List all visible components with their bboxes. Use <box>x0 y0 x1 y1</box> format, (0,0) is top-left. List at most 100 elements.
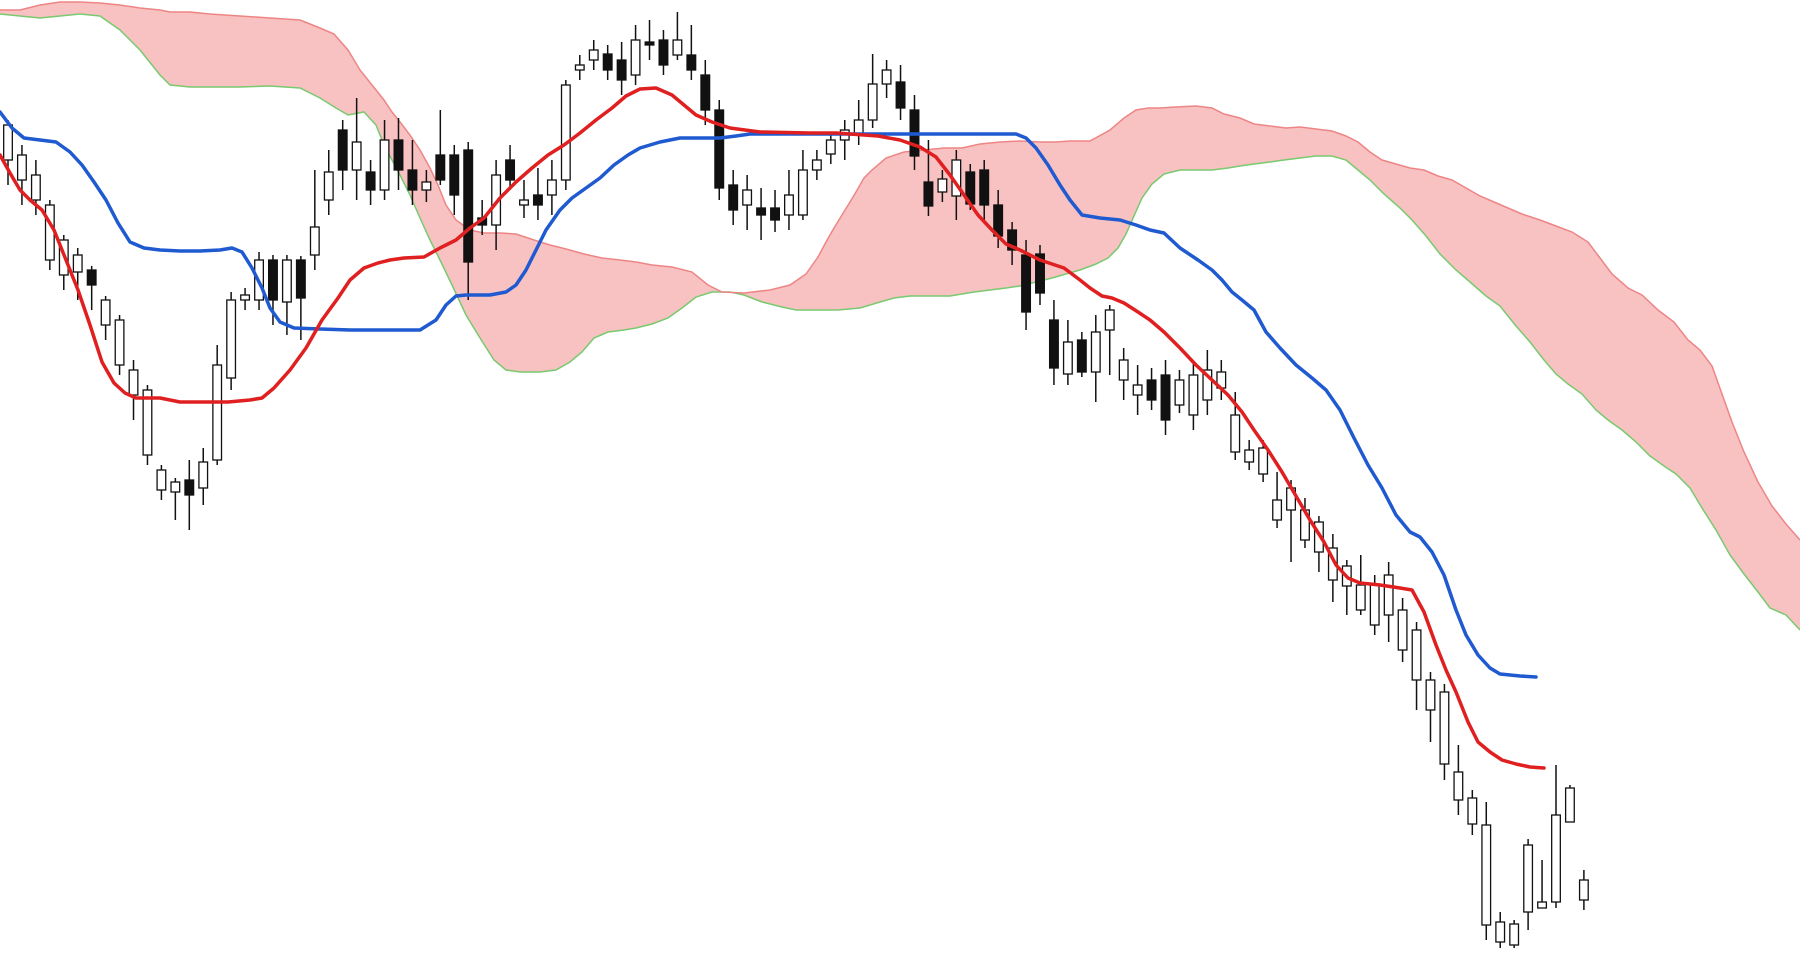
candle-body-up <box>226 299 237 379</box>
candle-body-up <box>1272 499 1283 521</box>
candle-body-up <box>44 204 55 261</box>
candlestick <box>714 100 725 200</box>
candlestick <box>672 12 683 60</box>
candlestick <box>1509 920 1520 948</box>
candle-body-down <box>449 154 460 196</box>
candlestick <box>1537 860 1548 909</box>
candle-body-up <box>1369 583 1380 626</box>
candlestick <box>1313 516 1324 572</box>
candlestick <box>1551 765 1561 908</box>
candle-body-down <box>435 154 446 181</box>
cloud-bearish-region <box>0 2 720 372</box>
candle-body-down <box>616 59 627 81</box>
candle-body-up <box>128 369 139 396</box>
candle-body-up <box>16 154 27 181</box>
candlestick <box>811 150 822 180</box>
candlestick <box>212 345 223 465</box>
candle-body-up <box>1244 449 1255 463</box>
candle-body-down <box>1007 229 1018 251</box>
candle-body-up <box>198 461 209 489</box>
candlestick <box>1188 362 1199 430</box>
candle-body-up <box>72 254 83 273</box>
candlestick <box>532 168 543 220</box>
candle-body-down <box>1035 253 1045 294</box>
candlestick <box>128 360 139 420</box>
candlestick <box>616 42 627 95</box>
candle-body-up <box>100 299 111 326</box>
candlestick <box>602 45 613 80</box>
candlestick <box>630 25 641 85</box>
candlestick <box>1383 562 1394 642</box>
candlestick <box>435 110 446 185</box>
candle-body-up <box>379 139 390 191</box>
candle-body-up <box>797 169 808 216</box>
candlestick <box>1244 440 1255 470</box>
candlestick <box>1397 598 1408 662</box>
candlestick <box>797 150 808 220</box>
candle-body-up <box>546 179 557 196</box>
candle-body-down <box>714 109 725 189</box>
kijun-sen-line <box>0 110 1538 679</box>
candle-body-down <box>895 81 906 109</box>
candle-body-up <box>1551 814 1561 903</box>
candlestick <box>853 100 864 145</box>
candle-body-down <box>1048 319 1059 369</box>
candlestick <box>1327 534 1338 602</box>
candlestick <box>756 188 767 240</box>
candlestick <box>770 190 781 232</box>
candle-body-down <box>463 149 474 263</box>
candlestick <box>295 256 306 340</box>
candlestick <box>1578 870 1589 910</box>
candle-body-up <box>1258 447 1269 475</box>
candle-body-up <box>811 159 822 171</box>
candlestick <box>839 120 850 160</box>
candlestick <box>1523 839 1534 930</box>
candle-body-down <box>365 171 376 191</box>
candlestick <box>1425 672 1436 742</box>
tenkan-sen-line <box>0 86 1546 770</box>
candle-body-up <box>825 139 836 155</box>
candle-body-down <box>1021 254 1032 313</box>
candlestick <box>546 160 557 215</box>
candlestick <box>1035 245 1045 305</box>
candle-body-down <box>532 194 543 206</box>
candlestick <box>323 150 334 215</box>
candlestick <box>379 120 390 200</box>
candle-body-up <box>588 49 599 61</box>
candle-body-up <box>1090 331 1101 373</box>
candle-body-down <box>1146 379 1157 401</box>
candlestick <box>505 145 516 190</box>
candle-body-down <box>184 479 195 496</box>
indicator-lines <box>0 86 1546 770</box>
candle-body-up <box>742 189 753 206</box>
candle-body-up <box>1383 574 1394 616</box>
candle-body-up <box>1439 691 1450 765</box>
candle-body-down <box>267 259 278 301</box>
candle-body-up <box>1104 309 1115 331</box>
candlestick <box>351 98 362 200</box>
candlestick <box>1411 622 1422 710</box>
candlestick <box>100 296 111 340</box>
candlestick <box>783 170 794 230</box>
candlestick <box>407 140 418 205</box>
candlestick <box>114 315 125 375</box>
candle-body-down <box>979 169 990 206</box>
candle-body-up <box>30 174 41 201</box>
candle-body-up <box>937 178 948 193</box>
candlestick <box>728 170 739 225</box>
candlestick <box>1467 790 1478 835</box>
candle-body-up <box>156 469 167 491</box>
candle-body-up <box>630 39 641 76</box>
candle-body-up <box>881 69 892 85</box>
candlestick <box>867 54 878 128</box>
candlestick <box>742 175 753 230</box>
candlestick <box>1272 472 1283 528</box>
candlestick <box>1160 360 1171 435</box>
candle-body-up <box>1411 629 1422 681</box>
candle-body-up <box>1467 797 1478 825</box>
candlestick <box>1202 350 1213 415</box>
candle-body-up <box>1509 923 1520 946</box>
candle-body-up <box>672 39 683 56</box>
candle-body-up <box>519 199 529 206</box>
